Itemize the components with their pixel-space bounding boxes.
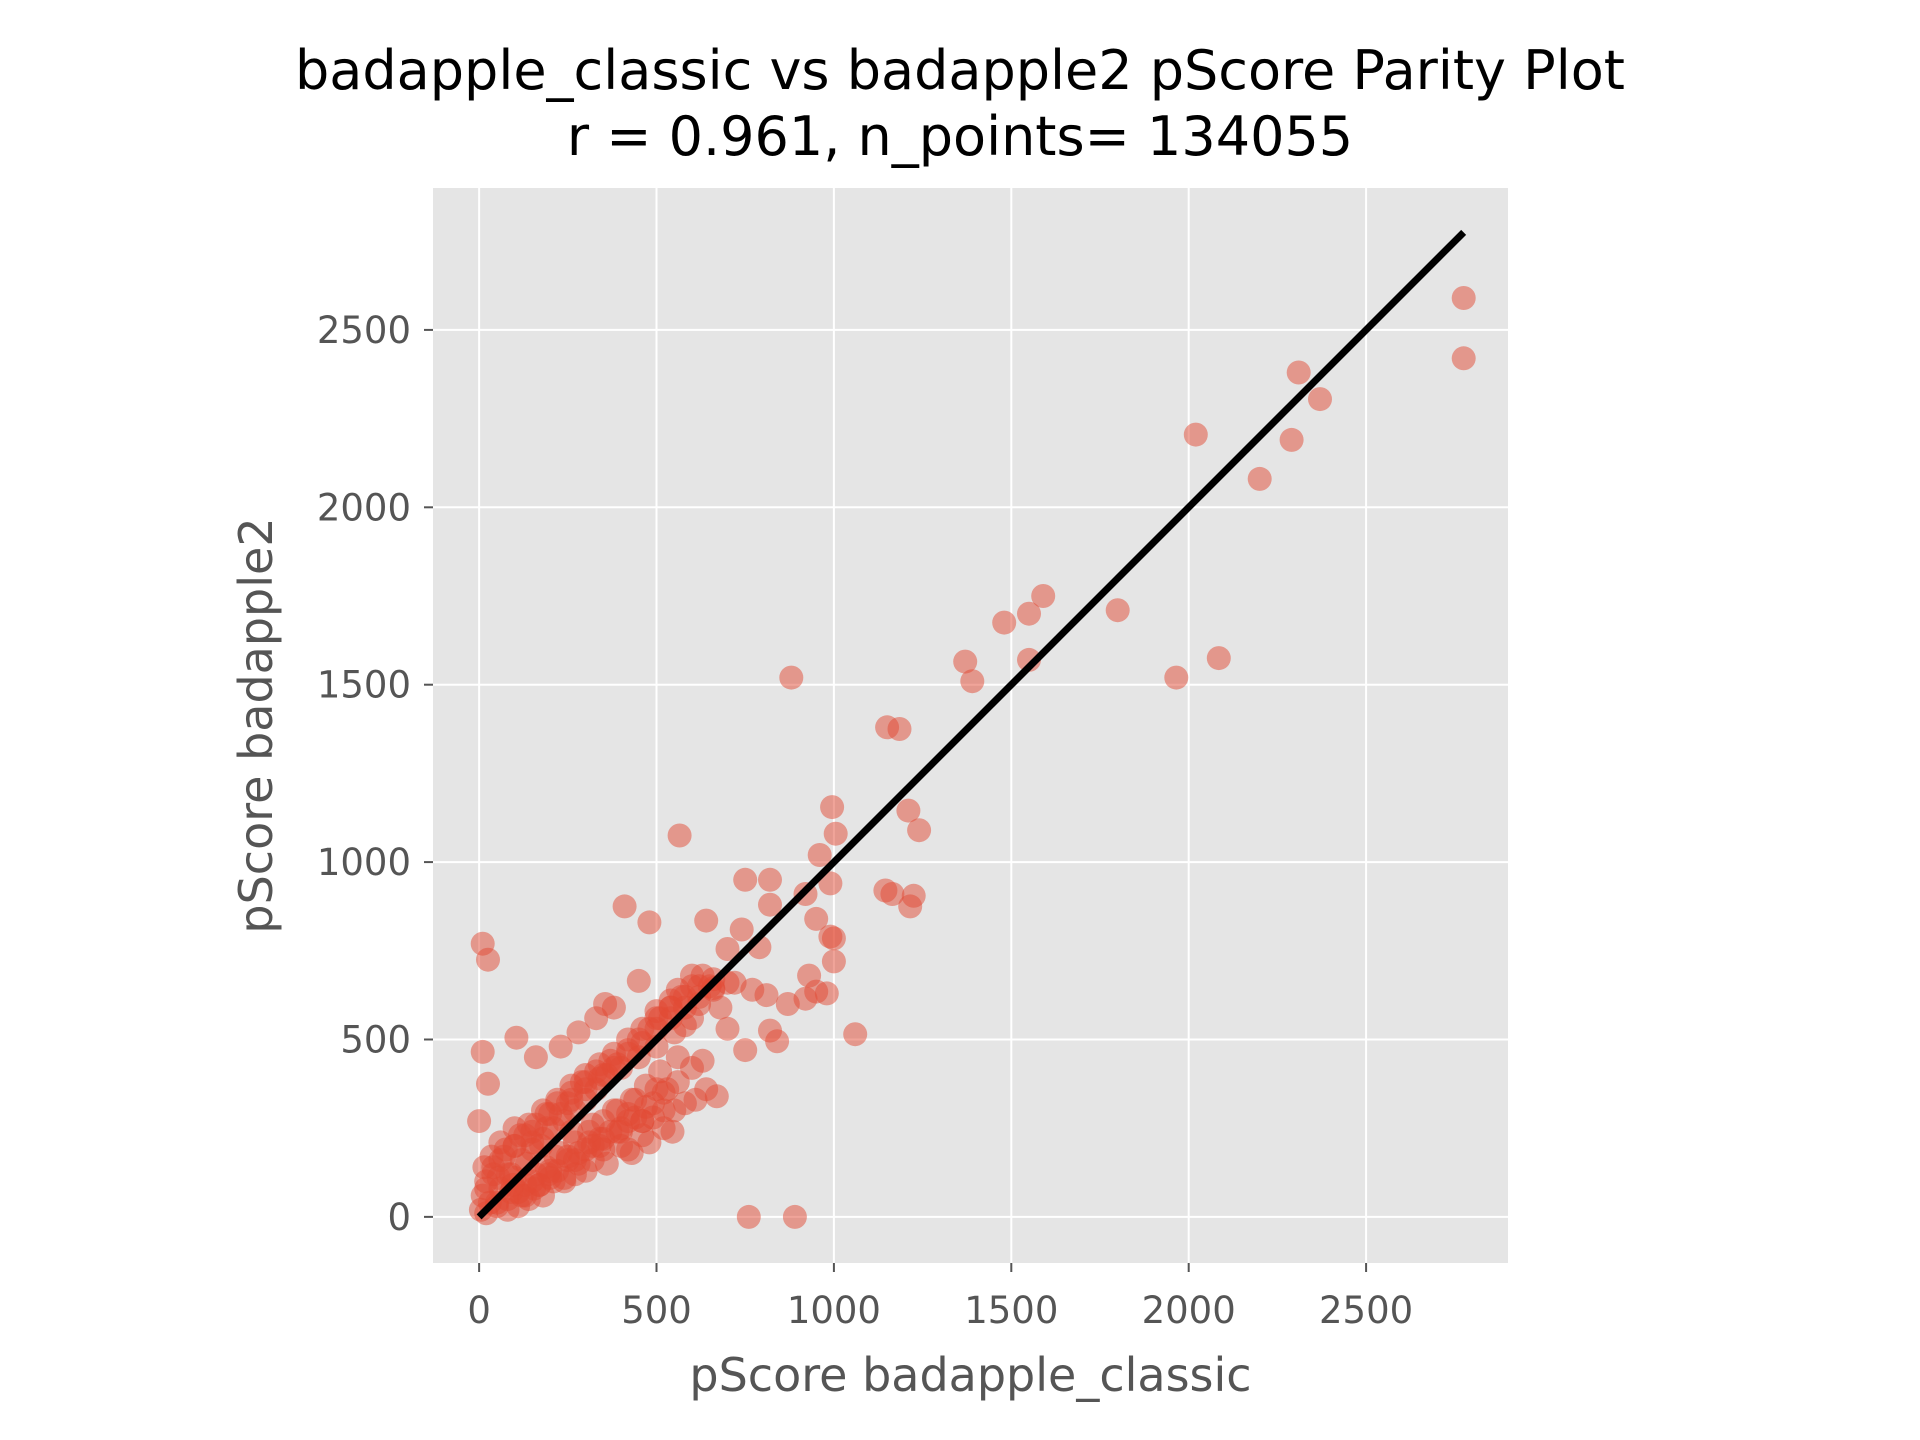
scatter-point bbox=[953, 649, 978, 674]
scatter-point bbox=[715, 937, 740, 961]
y-tick-label: 500 bbox=[340, 1018, 411, 1061]
y-tick-label: 1000 bbox=[317, 841, 411, 884]
scatter-point bbox=[715, 1016, 740, 1041]
x-tick-label: 0 bbox=[467, 1289, 491, 1332]
scatter-point bbox=[626, 968, 651, 993]
scatter-point bbox=[758, 892, 782, 917]
scatter-point bbox=[907, 818, 932, 843]
scatter-point bbox=[1279, 427, 1304, 452]
scatter-point bbox=[476, 1071, 500, 1096]
scatter-point bbox=[704, 1084, 729, 1109]
scatter-point bbox=[729, 917, 754, 942]
scatter-point bbox=[896, 798, 921, 823]
x-axis-label: pScore badapple_classic bbox=[689, 1348, 1251, 1402]
scatter-point bbox=[1247, 466, 1272, 491]
scatter-point bbox=[758, 867, 782, 892]
scatter-point bbox=[601, 995, 626, 1020]
scatter-point bbox=[612, 894, 637, 919]
scatter-point bbox=[901, 883, 926, 908]
scatter-point bbox=[765, 1029, 790, 1054]
axis-ticks: 0 500 1000 1500 2000 2500 0 500 1000 1500 2000 2500 bbox=[317, 309, 1413, 1332]
scatter-point bbox=[1105, 598, 1130, 623]
scatter-point bbox=[960, 669, 985, 694]
x-tick-label: 500 bbox=[621, 1289, 692, 1332]
scatter-point bbox=[1031, 584, 1056, 608]
scatter-point bbox=[736, 1204, 761, 1229]
scatter-point bbox=[548, 1034, 573, 1059]
scatter-point bbox=[821, 949, 846, 974]
y-tick-label: 0 bbox=[387, 1196, 411, 1239]
scatter-point bbox=[523, 1045, 548, 1070]
scatter-point bbox=[1017, 601, 1041, 626]
x-tick-label: 1000 bbox=[787, 1289, 881, 1332]
scatter-point bbox=[637, 910, 662, 935]
scatter-point bbox=[1286, 360, 1311, 385]
scatter-point bbox=[694, 908, 719, 933]
scatter-point bbox=[823, 821, 848, 846]
scatter-point bbox=[775, 992, 800, 1016]
scatter-point bbox=[566, 1151, 591, 1176]
scatter-point bbox=[843, 1022, 868, 1047]
y-axis-label: pScore badapple2 bbox=[229, 517, 283, 933]
chart-subtitle: r = 0.961, n_points= 134055 bbox=[566, 105, 1354, 168]
scatter-point bbox=[651, 1116, 676, 1141]
scatter-point bbox=[779, 665, 804, 690]
scatter-point bbox=[591, 1137, 616, 1162]
y-tick-label: 2500 bbox=[317, 309, 411, 352]
scatter-point bbox=[873, 878, 898, 903]
scatter-point bbox=[1183, 422, 1208, 447]
x-tick-label: 1500 bbox=[964, 1289, 1058, 1332]
scatter-point bbox=[605, 1119, 630, 1144]
scatter-point bbox=[690, 1048, 715, 1073]
scatter-point bbox=[992, 610, 1017, 635]
scatter-point bbox=[619, 1141, 644, 1165]
parity-line bbox=[476, 229, 1467, 1220]
scatter-point bbox=[630, 1109, 655, 1134]
scatter-point bbox=[820, 795, 845, 820]
scatter-point bbox=[733, 1038, 758, 1063]
scatter-point bbox=[804, 906, 829, 931]
scatter-point bbox=[818, 871, 843, 896]
x-tick-label: 2500 bbox=[1319, 1289, 1413, 1332]
scatter-point bbox=[667, 823, 692, 848]
chart-title-block: badapple_classic vs badapple2 pScore Par… bbox=[0, 38, 1920, 170]
y-tick-label: 1500 bbox=[317, 664, 411, 707]
scatter-point bbox=[733, 867, 758, 892]
scatter-point bbox=[1206, 646, 1231, 671]
scatter-point bbox=[504, 1025, 529, 1050]
scatter-point bbox=[782, 1204, 807, 1229]
chart-title: badapple_classic vs badapple2 pScore Par… bbox=[295, 39, 1625, 102]
scatter-point bbox=[1451, 286, 1476, 310]
x-tick-label: 2000 bbox=[1142, 1289, 1236, 1332]
scatter-point bbox=[476, 947, 500, 972]
scatter-point bbox=[467, 1109, 492, 1134]
scatter-point bbox=[818, 924, 843, 949]
scatter-point bbox=[1451, 346, 1476, 371]
scatter-point bbox=[1308, 387, 1332, 412]
scatter-point bbox=[566, 1020, 591, 1045]
scatter-point bbox=[807, 843, 832, 867]
y-tick-label: 2000 bbox=[317, 486, 411, 529]
scatter-point bbox=[1164, 665, 1189, 690]
scatter-point bbox=[470, 1039, 495, 1064]
scatter-point bbox=[754, 983, 779, 1008]
scatter-point bbox=[887, 717, 912, 741]
